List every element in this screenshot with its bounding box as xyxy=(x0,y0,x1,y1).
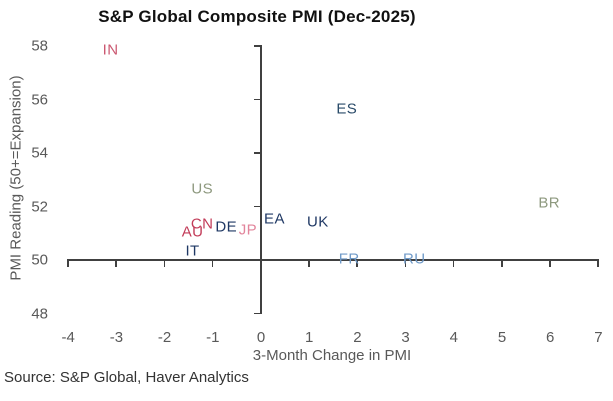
x-tick-label: 7 xyxy=(594,329,603,346)
y-tick-label: 50 xyxy=(31,251,48,269)
x-axis-title: 3-Month Change in PMI xyxy=(252,347,412,364)
point-label-UK: UK xyxy=(307,213,329,231)
x-axis-tick xyxy=(115,259,117,267)
y-tick-label: 52 xyxy=(31,198,48,215)
y-axis-title: PMI Reading (50+=Expansion) xyxy=(7,75,25,281)
x-axis-tick xyxy=(356,259,358,267)
point-label-BR: BR xyxy=(538,194,561,212)
x-axis-tick xyxy=(308,259,310,267)
point-label-DE: DE xyxy=(215,218,238,236)
x-axis-tick xyxy=(67,259,69,267)
y-axis-tick xyxy=(254,45,262,47)
x-axis-tick xyxy=(404,259,407,267)
point-label-JP: JP xyxy=(238,221,258,239)
y-axis-line xyxy=(260,45,262,313)
x-axis-tick xyxy=(211,259,214,267)
x-tick-label: 4 xyxy=(449,329,458,346)
point-label-EA: EA xyxy=(264,210,285,228)
x-axis-tick xyxy=(163,259,166,267)
point-label-US: US xyxy=(191,180,213,198)
y-axis-tick xyxy=(254,205,262,207)
x-tick-label: -3 xyxy=(109,329,124,346)
x-tick-label: 3 xyxy=(401,329,410,346)
point-label-FR: FR xyxy=(338,250,360,268)
x-tick-label: -1 xyxy=(206,329,220,346)
point-label-AU: AU xyxy=(181,223,204,241)
x-axis-tick xyxy=(549,259,551,267)
x-tick-label: 5 xyxy=(497,329,507,346)
source-note: Source: S&P Global, Haver Analytics xyxy=(4,369,249,386)
x-axis-tick xyxy=(501,259,503,267)
y-axis-tick xyxy=(254,312,262,314)
x-tick-label: 2 xyxy=(353,329,362,346)
x-tick-label: 6 xyxy=(546,329,555,346)
x-tick-label: -4 xyxy=(61,329,75,346)
x-axis-tick xyxy=(452,259,455,267)
x-axis-tick xyxy=(597,259,599,267)
y-tick-label: 48 xyxy=(31,305,48,322)
y-tick-label: 54 xyxy=(31,144,48,162)
x-tick-label: 0 xyxy=(256,329,266,346)
point-label-ES: ES xyxy=(336,100,358,118)
point-label-CN: CN xyxy=(190,215,214,233)
point-label-IT: IT xyxy=(185,242,200,260)
y-axis-tick xyxy=(254,98,262,100)
x-tick-label: -2 xyxy=(157,329,172,346)
y-axis-tick xyxy=(254,152,262,154)
x-tick-label: 1 xyxy=(305,329,314,346)
y-tick-label: 58 xyxy=(31,37,48,55)
x-axis-line xyxy=(67,259,598,261)
y-tick-label: 56 xyxy=(31,91,48,108)
point-label-IN: IN xyxy=(102,41,119,59)
point-label-RU: RU xyxy=(403,250,426,268)
chart-title: S&P Global Composite PMI (Dec-2025) xyxy=(98,7,416,26)
